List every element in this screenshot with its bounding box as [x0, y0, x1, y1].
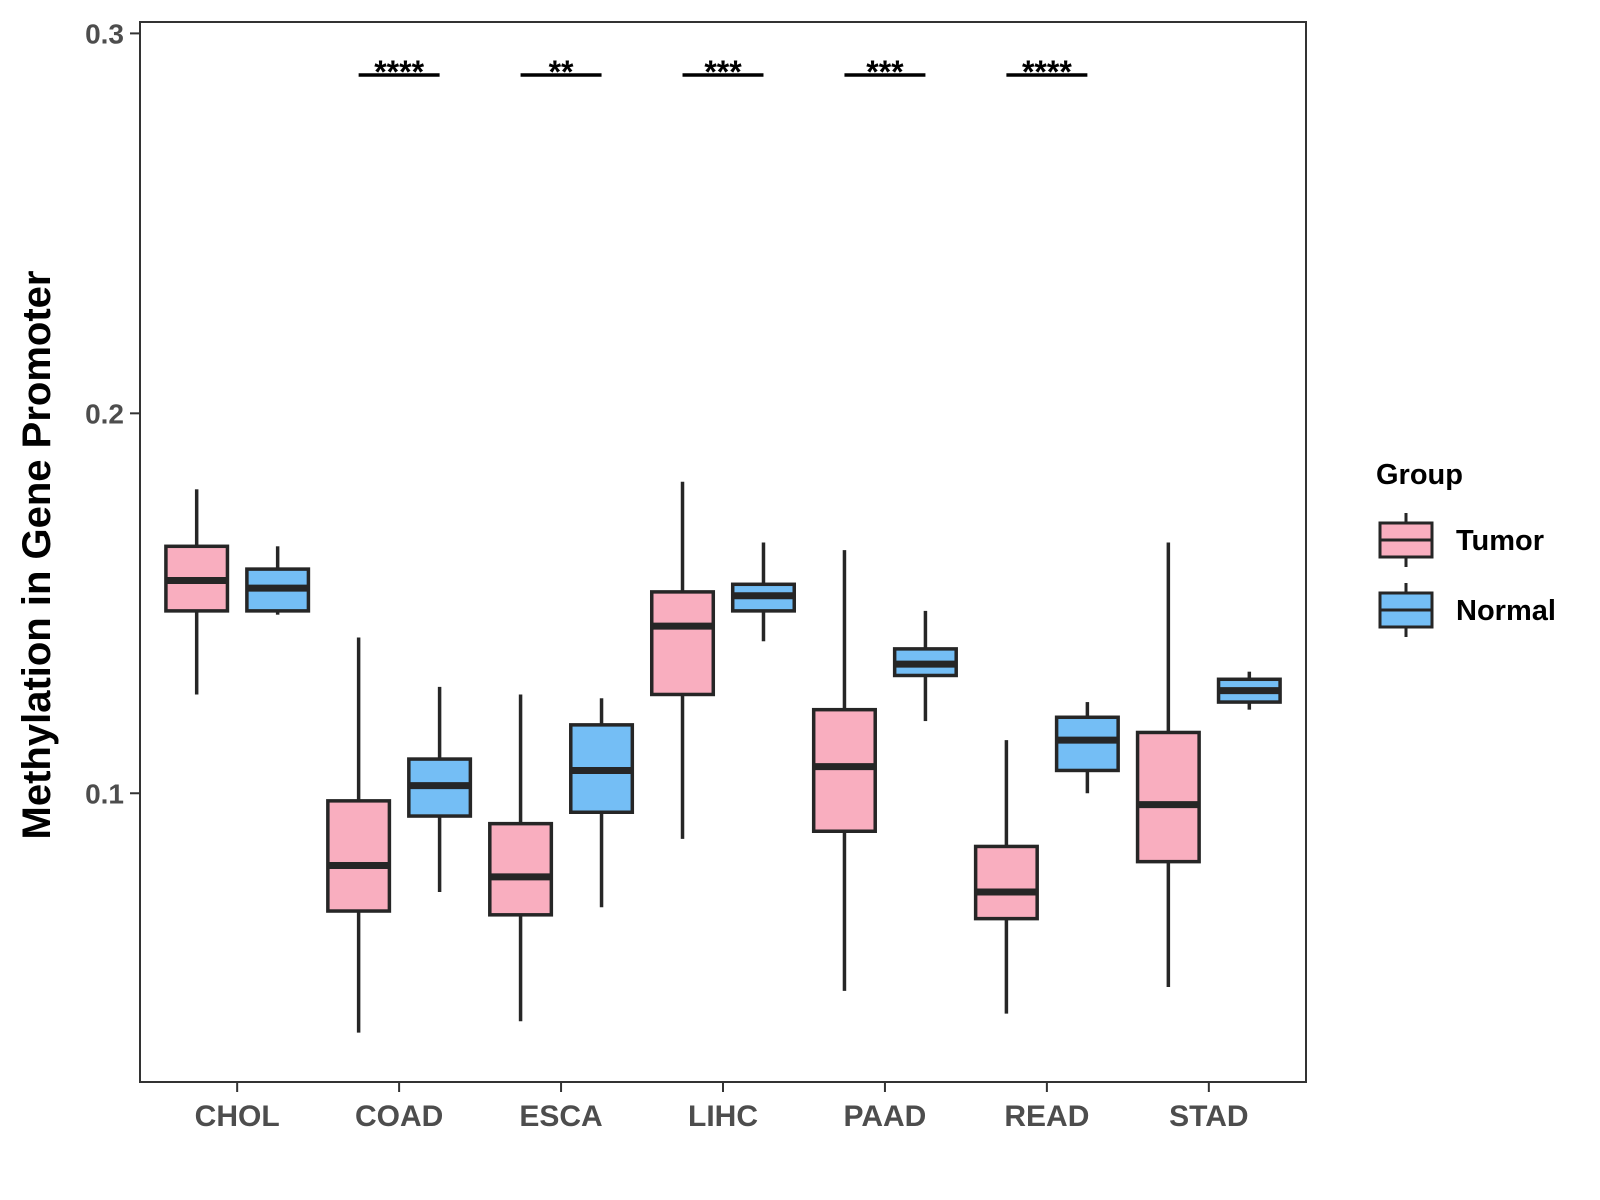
box-tumor-lihc — [649, 481, 716, 839]
x-tick-label: ESCA — [519, 1100, 602, 1133]
x-tick-label: LIHC — [688, 1100, 758, 1133]
box-normal-coad — [407, 686, 473, 893]
significance-label: *** — [704, 54, 742, 90]
x-tick-label: READ — [1004, 1100, 1089, 1133]
legend-item-normal: Normal — [1378, 583, 1556, 637]
box-normal-chol — [245, 546, 311, 615]
box-tumor-coad — [326, 637, 392, 1033]
box-tumor-read — [973, 740, 1039, 1014]
box-normal-lihc — [730, 542, 797, 642]
significance-label: **** — [1022, 54, 1072, 90]
box-tumor-stad — [1135, 542, 1201, 988]
box-tumor-chol — [164, 489, 230, 695]
significance-label: *** — [866, 54, 904, 90]
iqr-box — [326, 799, 392, 913]
x-tick-label: STAD — [1169, 1100, 1248, 1133]
box-tumor-esca — [488, 694, 554, 1022]
x-tick-label: COAD — [355, 1100, 443, 1133]
legend-item-tumor: Tumor — [1378, 513, 1544, 567]
iqr-box — [1135, 730, 1201, 864]
x-tick-label: PAAD — [844, 1100, 927, 1133]
legend-label: Normal — [1456, 595, 1556, 627]
box-normal-stad — [1216, 671, 1282, 710]
y-tick-label: 0.3 — [85, 18, 124, 49]
iqr-box — [1054, 715, 1120, 773]
iqr-box — [649, 590, 716, 697]
iqr-box — [973, 844, 1039, 921]
box-tumor-paad — [811, 550, 877, 991]
iqr-box — [488, 821, 554, 917]
y-axis-title: Methylation in Gene Promoter — [15, 271, 59, 840]
x-tick-label: CHOL — [195, 1100, 280, 1133]
iqr-box — [811, 707, 877, 833]
y-tick-label: 0.2 — [85, 398, 124, 429]
box-normal-read — [1054, 702, 1120, 794]
legend: Group Tumor Normal — [1376, 459, 1556, 637]
legend-label: Tumor — [1456, 525, 1544, 557]
box-normal-paad — [892, 610, 958, 722]
significance-label: ** — [549, 54, 574, 90]
significance-label: **** — [374, 54, 424, 90]
box-normal-esca — [569, 698, 635, 908]
y-tick-label: 0.1 — [85, 778, 124, 809]
legend-title: Group — [1376, 459, 1463, 491]
